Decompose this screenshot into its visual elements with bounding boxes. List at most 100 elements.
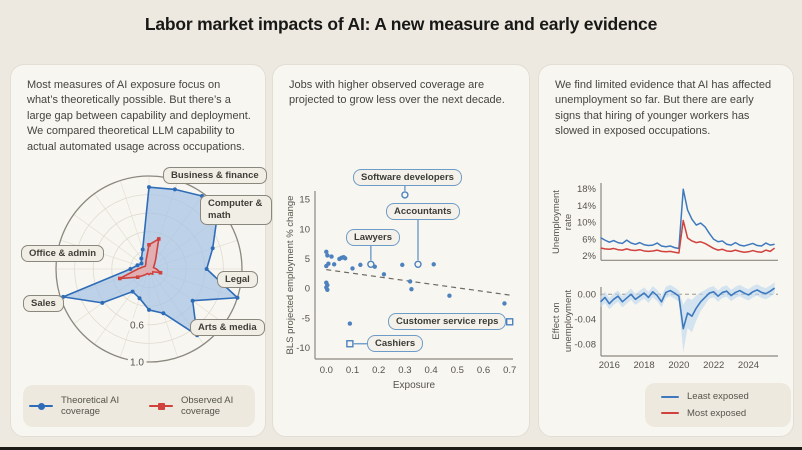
svg-text:0.3: 0.3 xyxy=(398,365,411,376)
svg-text:-10: -10 xyxy=(296,343,310,354)
svg-text:2024: 2024 xyxy=(738,360,759,371)
svg-text:-0.08: -0.08 xyxy=(574,339,596,350)
svg-text:2018: 2018 xyxy=(634,360,655,371)
scatter-label-customer-service-reps: Customer service reps xyxy=(388,313,507,330)
svg-text:Effect on: Effect on xyxy=(551,302,562,339)
scatter-axes: 0.0 0.1 0.2 0.3 0.4 0.5 0.6 0.7 15 10 5 0 -5 -10 Expos… xyxy=(285,191,516,391)
svg-text:14%: 14% xyxy=(577,201,597,212)
lines-panel-description: We find limited evidence that AI has aff… xyxy=(555,79,772,138)
scatter-point xyxy=(325,282,330,288)
trend-line xyxy=(326,269,513,297)
scatter-point xyxy=(347,321,353,326)
scatter-point xyxy=(339,255,344,260)
least-exposed-swatch-icon xyxy=(661,395,679,398)
unemployment-chart: 18% 14% 10% 6% 2% Unemployment rate xyxy=(551,183,778,262)
svg-text:0.7: 0.7 xyxy=(503,365,516,376)
scatter-point xyxy=(324,285,329,290)
svg-text:2%: 2% xyxy=(582,251,596,262)
radar-label-business-finance: Business & finance xyxy=(163,167,267,184)
svg-text:2020: 2020 xyxy=(668,360,689,371)
lines-panel: We find limited evidence that AI has aff… xyxy=(538,64,794,437)
svg-text:0.6: 0.6 xyxy=(130,320,144,331)
most-exposed-swatch-icon xyxy=(661,412,679,415)
radar-legend: Theoretical AI coverage Observed AI cove… xyxy=(23,385,255,427)
observed-swatch-icon xyxy=(149,402,173,410)
svg-text:rate: rate xyxy=(563,214,574,230)
series-most-exposed xyxy=(600,219,776,254)
svg-text:0: 0 xyxy=(305,284,310,295)
radar-panel: Most measures of AI exposure focus on wh… xyxy=(10,64,272,437)
scatter-point xyxy=(337,256,342,262)
scatter-label-accountants: Accountants xyxy=(386,203,460,220)
svg-text:6%: 6% xyxy=(582,234,596,245)
svg-text:5: 5 xyxy=(305,254,310,265)
svg-text:Unemployment: Unemployment xyxy=(551,190,562,254)
svg-text:0.2: 0.2 xyxy=(372,365,385,376)
svg-text:1.0: 1.0 xyxy=(130,358,144,369)
series-least-exposed xyxy=(600,188,775,250)
svg-text:-5: -5 xyxy=(302,313,310,324)
radar-label-office-admin: Office & admin xyxy=(21,245,105,262)
scatter-point xyxy=(341,254,346,260)
scatter-label-lawyers: Lawyers xyxy=(346,229,401,246)
scatter-point xyxy=(325,287,330,292)
scatter-point xyxy=(407,279,413,284)
scatter-label-cashiers: Cashiers xyxy=(367,335,424,352)
scatter-panel: Jobs with higher observed coverage are p… xyxy=(272,64,530,437)
svg-text:0.4: 0.4 xyxy=(424,365,437,376)
scatter-point xyxy=(325,253,330,258)
radar-label-computer-math: Computer & math xyxy=(200,195,272,225)
scatter-point xyxy=(502,301,507,306)
svg-text:18%: 18% xyxy=(577,184,597,195)
radar-label-arts-media: Arts & media xyxy=(190,319,265,336)
scatter-point xyxy=(329,254,334,259)
svg-text:0.5: 0.5 xyxy=(451,365,464,376)
legend-label: Theoretical AI coverage xyxy=(61,394,120,417)
annotation-marker xyxy=(367,260,375,268)
svg-text:2016: 2016 xyxy=(599,360,620,371)
legend-item-observed: Observed AI coverage xyxy=(149,395,249,418)
radar-label-legal: Legal xyxy=(217,271,258,288)
svg-text:0.1: 0.1 xyxy=(346,365,359,376)
scatter-label-software-developers: Software developers xyxy=(353,169,462,186)
theoretical-swatch-icon xyxy=(29,402,53,410)
legend-item-most-exposed: Most exposed xyxy=(661,408,791,419)
scatter-point xyxy=(372,264,377,269)
svg-text:0.0: 0.0 xyxy=(320,365,333,376)
legend-label: Most exposed xyxy=(687,407,747,419)
svg-text:BLS projected employment % cha: BLS projected employment % change xyxy=(285,196,296,355)
confidence-band xyxy=(600,282,775,353)
scatter-point xyxy=(447,293,452,298)
scatter-chart: 0.0 0.1 0.2 0.3 0.4 0.5 0.6 0.7 15 10 5 0 -5 -10 Expos… xyxy=(285,185,516,391)
svg-text:0.00: 0.00 xyxy=(578,289,597,300)
scatter-point xyxy=(400,262,405,268)
scatter-point xyxy=(409,286,414,292)
annotation-marker xyxy=(505,318,514,326)
legend-label: Least exposed xyxy=(687,391,749,403)
scatter-point xyxy=(381,272,387,277)
scatter-point xyxy=(342,256,348,261)
scatter-point xyxy=(326,261,331,266)
radar-panel-description: Most measures of AI exposure focus on wh… xyxy=(27,79,251,153)
svg-text:15: 15 xyxy=(299,195,310,206)
annotation-marker xyxy=(346,340,354,348)
scatter-point xyxy=(324,249,329,255)
svg-text:0.6: 0.6 xyxy=(477,365,490,376)
legend-label: Observed AI coverage xyxy=(181,394,234,417)
lines-legend: Least exposed Most exposed xyxy=(645,383,791,427)
scatter-point xyxy=(350,266,355,271)
scatter-point xyxy=(324,263,329,269)
svg-text:10: 10 xyxy=(299,224,310,235)
svg-text:10%: 10% xyxy=(577,218,597,229)
scatter-point xyxy=(331,262,337,267)
annotation-marker xyxy=(414,260,422,268)
svg-text:2022: 2022 xyxy=(703,360,724,371)
legend-item-theoretical: Theoretical AI coverage xyxy=(29,395,129,418)
svg-text:unemployment: unemployment xyxy=(563,289,574,352)
svg-text:-0.04: -0.04 xyxy=(574,314,596,325)
radar-label-sales: Sales xyxy=(23,295,64,312)
scatter-point xyxy=(358,262,363,268)
annotation-marker xyxy=(401,191,409,199)
page-title: Labor market impacts of AI: A new measur… xyxy=(144,14,658,34)
